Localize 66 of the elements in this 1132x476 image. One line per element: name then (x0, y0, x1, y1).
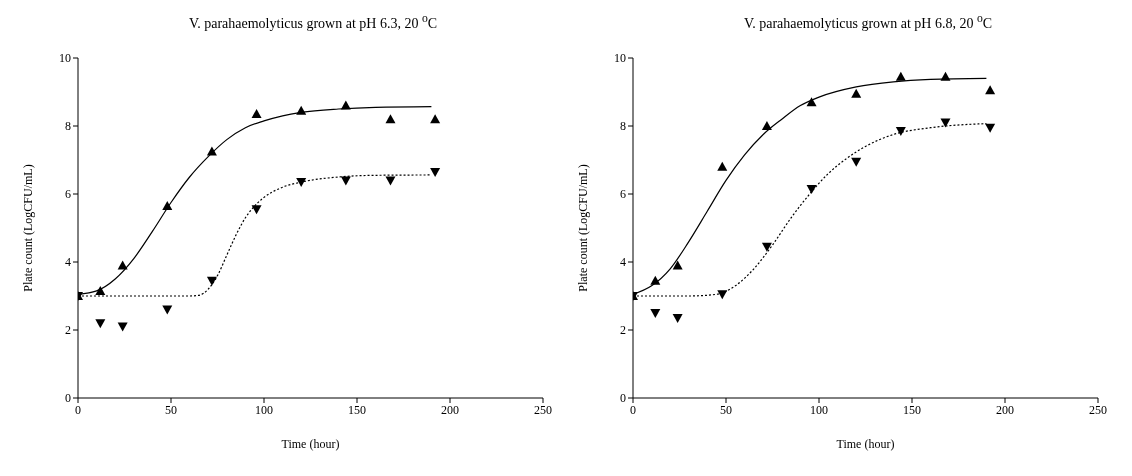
point (851, 88, 862, 98)
x-tick-label: 100 (255, 402, 273, 417)
point (717, 161, 728, 171)
y-tick-label: 10 (614, 51, 626, 66)
x-tick-label: 150 (348, 402, 366, 417)
point (985, 85, 996, 95)
point (895, 71, 906, 81)
point (895, 127, 906, 137)
x-tick-label: 0 (75, 402, 81, 417)
point (251, 109, 262, 119)
x-tick-label: 0 (630, 402, 636, 417)
x-tick-label: 250 (1089, 402, 1107, 417)
y-tick-label: 8 (620, 119, 626, 134)
x-tick-label: 250 (534, 402, 552, 417)
y-tick-label: 4 (620, 255, 626, 270)
chart-title: V. parahaemolyticus grown at pH 6.8, 20 $^{o}$C (742, 12, 994, 32)
point (385, 176, 396, 186)
y-tick-label: 2 (620, 323, 626, 338)
y-tick-label: 8 (65, 119, 71, 134)
y-tick-label: 6 (620, 187, 626, 202)
y-tick-label: 6 (65, 187, 71, 202)
point (430, 167, 441, 177)
point (95, 285, 106, 295)
point (162, 305, 173, 315)
point (117, 322, 128, 332)
point (251, 205, 262, 215)
y-tick-label: 4 (65, 255, 71, 270)
point (296, 178, 307, 188)
point (940, 71, 951, 81)
point (761, 242, 772, 252)
x-axis-title: Time (hour) (836, 437, 895, 451)
point (650, 275, 661, 285)
point (650, 309, 661, 318)
point (206, 276, 217, 286)
chart-title: V. parahaemolyticus grown at pH 6.3, 20 $^{o}$C (187, 12, 439, 32)
point (340, 176, 351, 186)
point (717, 290, 728, 300)
point (117, 260, 128, 270)
point (296, 105, 307, 115)
point (340, 100, 351, 110)
point (206, 146, 217, 156)
y-axis-title: Plate count (LogCFU/mL) (21, 164, 36, 292)
x-tick-label: 200 (441, 402, 459, 417)
point (806, 184, 817, 194)
point (672, 260, 683, 270)
point (985, 123, 996, 133)
x-tick-label: 100 (810, 402, 828, 417)
point (95, 319, 106, 329)
point (385, 114, 396, 124)
x-tick-label: 50 (165, 402, 177, 417)
x-tick-label: 150 (903, 402, 921, 417)
x-axis-title: Time (hour) (281, 437, 340, 451)
x-tick-label: 200 (996, 402, 1014, 417)
y-axis-title: Plate count (LogCFU/mL) (576, 164, 591, 292)
point (761, 121, 772, 130)
point (806, 97, 817, 107)
point (672, 314, 683, 324)
point (851, 157, 862, 167)
y-tick-label: 2 (65, 323, 71, 338)
y-tick-label: 0 (65, 391, 71, 406)
x-tick-label: 50 (720, 402, 732, 417)
y-tick-label: 10 (59, 51, 71, 66)
point (430, 114, 441, 124)
point (940, 118, 951, 128)
y-tick-label: 0 (620, 391, 626, 406)
point (162, 200, 173, 210)
